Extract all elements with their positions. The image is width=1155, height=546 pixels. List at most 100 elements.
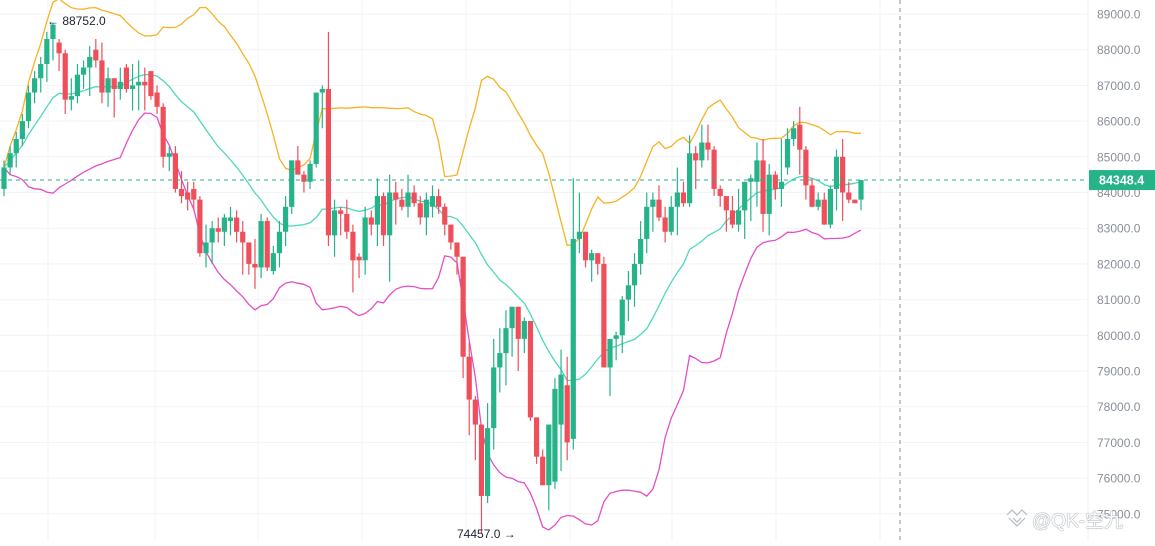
candle-body — [638, 238, 644, 264]
candle-body — [123, 67, 130, 89]
candle-body — [80, 67, 87, 75]
candle-body — [607, 338, 613, 368]
price-tick-label: 79000.0 — [1097, 365, 1141, 379]
candle-body — [19, 121, 25, 139]
candle-body — [93, 49, 99, 61]
candle-body — [350, 231, 356, 261]
candle-body — [478, 424, 485, 496]
candle-body — [7, 153, 13, 168]
candle-body — [644, 206, 650, 239]
candle-body — [521, 321, 527, 339]
candle-body — [282, 206, 289, 232]
candle-body — [570, 238, 576, 439]
candle-body — [301, 174, 307, 182]
candle-body — [827, 188, 833, 225]
candle-body — [13, 138, 19, 154]
candle-body — [656, 199, 662, 218]
candle-body — [331, 210, 338, 236]
candle-body — [227, 217, 234, 222]
candle-body — [374, 196, 381, 225]
candle-body — [693, 153, 699, 161]
candle-body — [852, 199, 858, 204]
candle-body — [258, 221, 264, 268]
candle-body — [540, 456, 546, 486]
candle-body — [466, 356, 472, 400]
price-tick-label: 80000.0 — [1097, 329, 1141, 343]
candle-body — [160, 106, 166, 157]
high-annotation: ← 88752.0 — [47, 14, 106, 28]
price-tick-label: 87000.0 — [1097, 79, 1141, 93]
candle-body — [221, 217, 227, 232]
candle-body — [613, 335, 619, 339]
candle-body — [815, 199, 821, 207]
price-tick-label: 77000.0 — [1097, 436, 1141, 450]
diamond-logo-icon — [1006, 509, 1028, 527]
candle-body — [729, 210, 736, 225]
candle-body — [142, 81, 148, 86]
price-tick-label: 89000.0 — [1097, 8, 1141, 22]
candle-body — [491, 367, 497, 429]
candle-body — [44, 38, 50, 64]
lower-band-line — [3, 112, 862, 531]
candle-body — [429, 196, 436, 207]
candle-body — [136, 81, 142, 86]
candle-body — [460, 256, 466, 357]
price-axis[interactable]: 89000.088000.087000.086000.085000.084000… — [1087, 0, 1155, 541]
candle-body — [191, 188, 197, 200]
candle-body — [472, 399, 478, 425]
candle-body — [178, 188, 185, 197]
candle-body — [423, 199, 429, 218]
price-tick-label: 85000.0 — [1097, 150, 1141, 164]
candle-body — [601, 263, 607, 368]
candle-body — [687, 153, 693, 204]
candle-body — [289, 160, 295, 207]
candle-body — [417, 203, 423, 218]
candle-body — [680, 192, 687, 204]
candle-body — [264, 221, 270, 268]
candle-body — [515, 306, 521, 339]
candle-body — [846, 192, 852, 200]
candle-body — [105, 78, 111, 93]
candle-body — [717, 188, 723, 197]
candle-body — [234, 217, 240, 232]
candle-body — [111, 78, 117, 89]
price-tick-label: 81000.0 — [1097, 293, 1141, 307]
candle-body — [240, 231, 246, 243]
candle-body — [148, 71, 154, 97]
candle-body — [172, 153, 178, 189]
candle-body — [668, 206, 674, 232]
candle-body — [791, 128, 797, 139]
price-tick-label: 76000.0 — [1097, 472, 1141, 486]
candle-body — [674, 192, 680, 207]
current-price-label: 84348.4 — [1099, 174, 1144, 188]
candle-body — [25, 92, 32, 122]
candle-body — [50, 24, 56, 39]
candle-body — [821, 199, 827, 225]
candle-body — [154, 92, 160, 107]
candle-body — [307, 163, 313, 182]
price-tick-label: 82000.0 — [1097, 257, 1141, 271]
price-tick-label: 88000.0 — [1097, 43, 1141, 57]
candle-body — [68, 96, 74, 100]
candle-body — [625, 285, 631, 300]
candle-body — [203, 242, 209, 254]
price-tick-label: 86000.0 — [1097, 115, 1141, 129]
candle-body — [711, 149, 717, 189]
candle-body — [62, 53, 68, 100]
candle-body — [699, 142, 705, 161]
candle-body — [778, 181, 785, 189]
candle-body — [117, 81, 123, 89]
current-price-badge — [1089, 170, 1155, 191]
candle-body — [338, 210, 344, 214]
price-tick-label: 78000.0 — [1097, 400, 1141, 414]
candle-body — [533, 417, 540, 457]
candle-body — [564, 385, 570, 443]
candle-body — [509, 306, 515, 329]
candle-body — [748, 178, 754, 182]
candle-body — [784, 138, 791, 168]
candle-body — [387, 192, 393, 236]
candle-body — [840, 156, 846, 193]
candle-body — [448, 224, 454, 243]
